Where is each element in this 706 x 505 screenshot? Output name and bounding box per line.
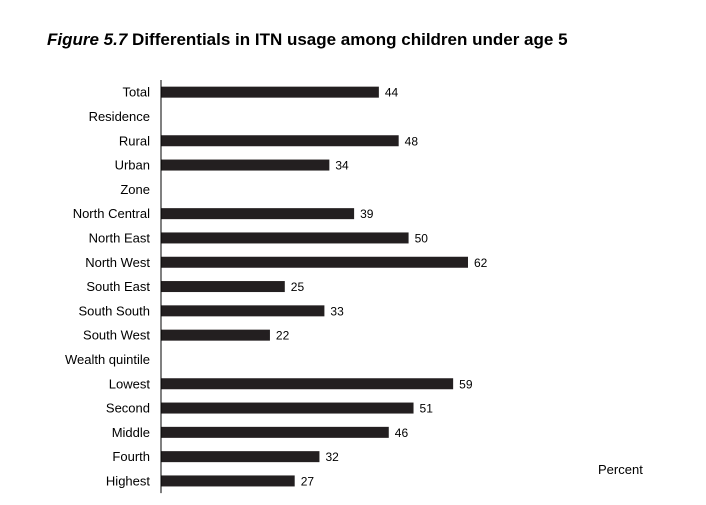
category-label-north-west: North West bbox=[85, 255, 150, 270]
value-label-south-south: 33 bbox=[330, 304, 344, 318]
value-label-north-west: 62 bbox=[474, 256, 488, 270]
bar-urban bbox=[161, 159, 330, 171]
category-label-south-south: South South bbox=[78, 303, 150, 318]
bar-south-east bbox=[161, 281, 285, 293]
group-heading-zone: Zone bbox=[120, 182, 150, 197]
category-label-lowest: Lowest bbox=[109, 376, 151, 391]
bar-north-west bbox=[161, 256, 468, 268]
figure-title: Differentials in ITN usage among childre… bbox=[132, 30, 568, 49]
value-label-second: 51 bbox=[420, 402, 434, 416]
category-label-rural: Rural bbox=[119, 133, 150, 148]
bar-rural bbox=[161, 135, 399, 147]
value-label-south-west: 22 bbox=[276, 329, 290, 343]
value-label-fourth: 32 bbox=[325, 450, 339, 464]
value-label-north-east: 50 bbox=[415, 231, 429, 245]
bar-fourth bbox=[161, 451, 320, 463]
category-label-urban: Urban bbox=[115, 158, 150, 173]
group-heading-residence: Residence bbox=[89, 109, 150, 124]
x-axis-label: Percent bbox=[598, 462, 643, 477]
chart-title: Figure 5.7 Differentials in ITN usage am… bbox=[47, 30, 568, 50]
value-label-south-east: 25 bbox=[291, 280, 305, 294]
category-label-north-central: North Central bbox=[73, 206, 150, 221]
value-label-rural: 48 bbox=[405, 134, 419, 148]
bar-south-west bbox=[161, 329, 270, 341]
category-label-north-east: North East bbox=[89, 230, 151, 245]
value-label-north-central: 39 bbox=[360, 207, 374, 221]
bar-total bbox=[161, 86, 379, 98]
category-label-second: Second bbox=[106, 401, 150, 416]
value-label-urban: 34 bbox=[335, 159, 349, 173]
bar-second bbox=[161, 402, 414, 414]
category-label-south-west: South West bbox=[83, 328, 150, 343]
value-label-highest: 27 bbox=[301, 474, 315, 488]
bar-south-south bbox=[161, 305, 325, 317]
bar-north-central bbox=[161, 208, 355, 220]
value-label-total: 44 bbox=[385, 86, 399, 100]
value-label-middle: 46 bbox=[395, 426, 409, 440]
category-label-fourth: Fourth bbox=[112, 449, 150, 464]
group-heading-wealth-quintile: Wealth quintile bbox=[65, 352, 150, 367]
category-label-middle: Middle bbox=[112, 425, 150, 440]
value-label-lowest: 59 bbox=[459, 377, 473, 391]
bar-middle bbox=[161, 426, 389, 438]
category-label-highest: Highest bbox=[106, 473, 150, 488]
figure-number: Figure 5.7 bbox=[47, 30, 128, 49]
bar-lowest bbox=[161, 378, 454, 390]
category-label-total: Total bbox=[123, 85, 151, 100]
bar-highest bbox=[161, 475, 295, 487]
category-label-south-east: South East bbox=[86, 279, 150, 294]
bar-north-east bbox=[161, 232, 409, 244]
